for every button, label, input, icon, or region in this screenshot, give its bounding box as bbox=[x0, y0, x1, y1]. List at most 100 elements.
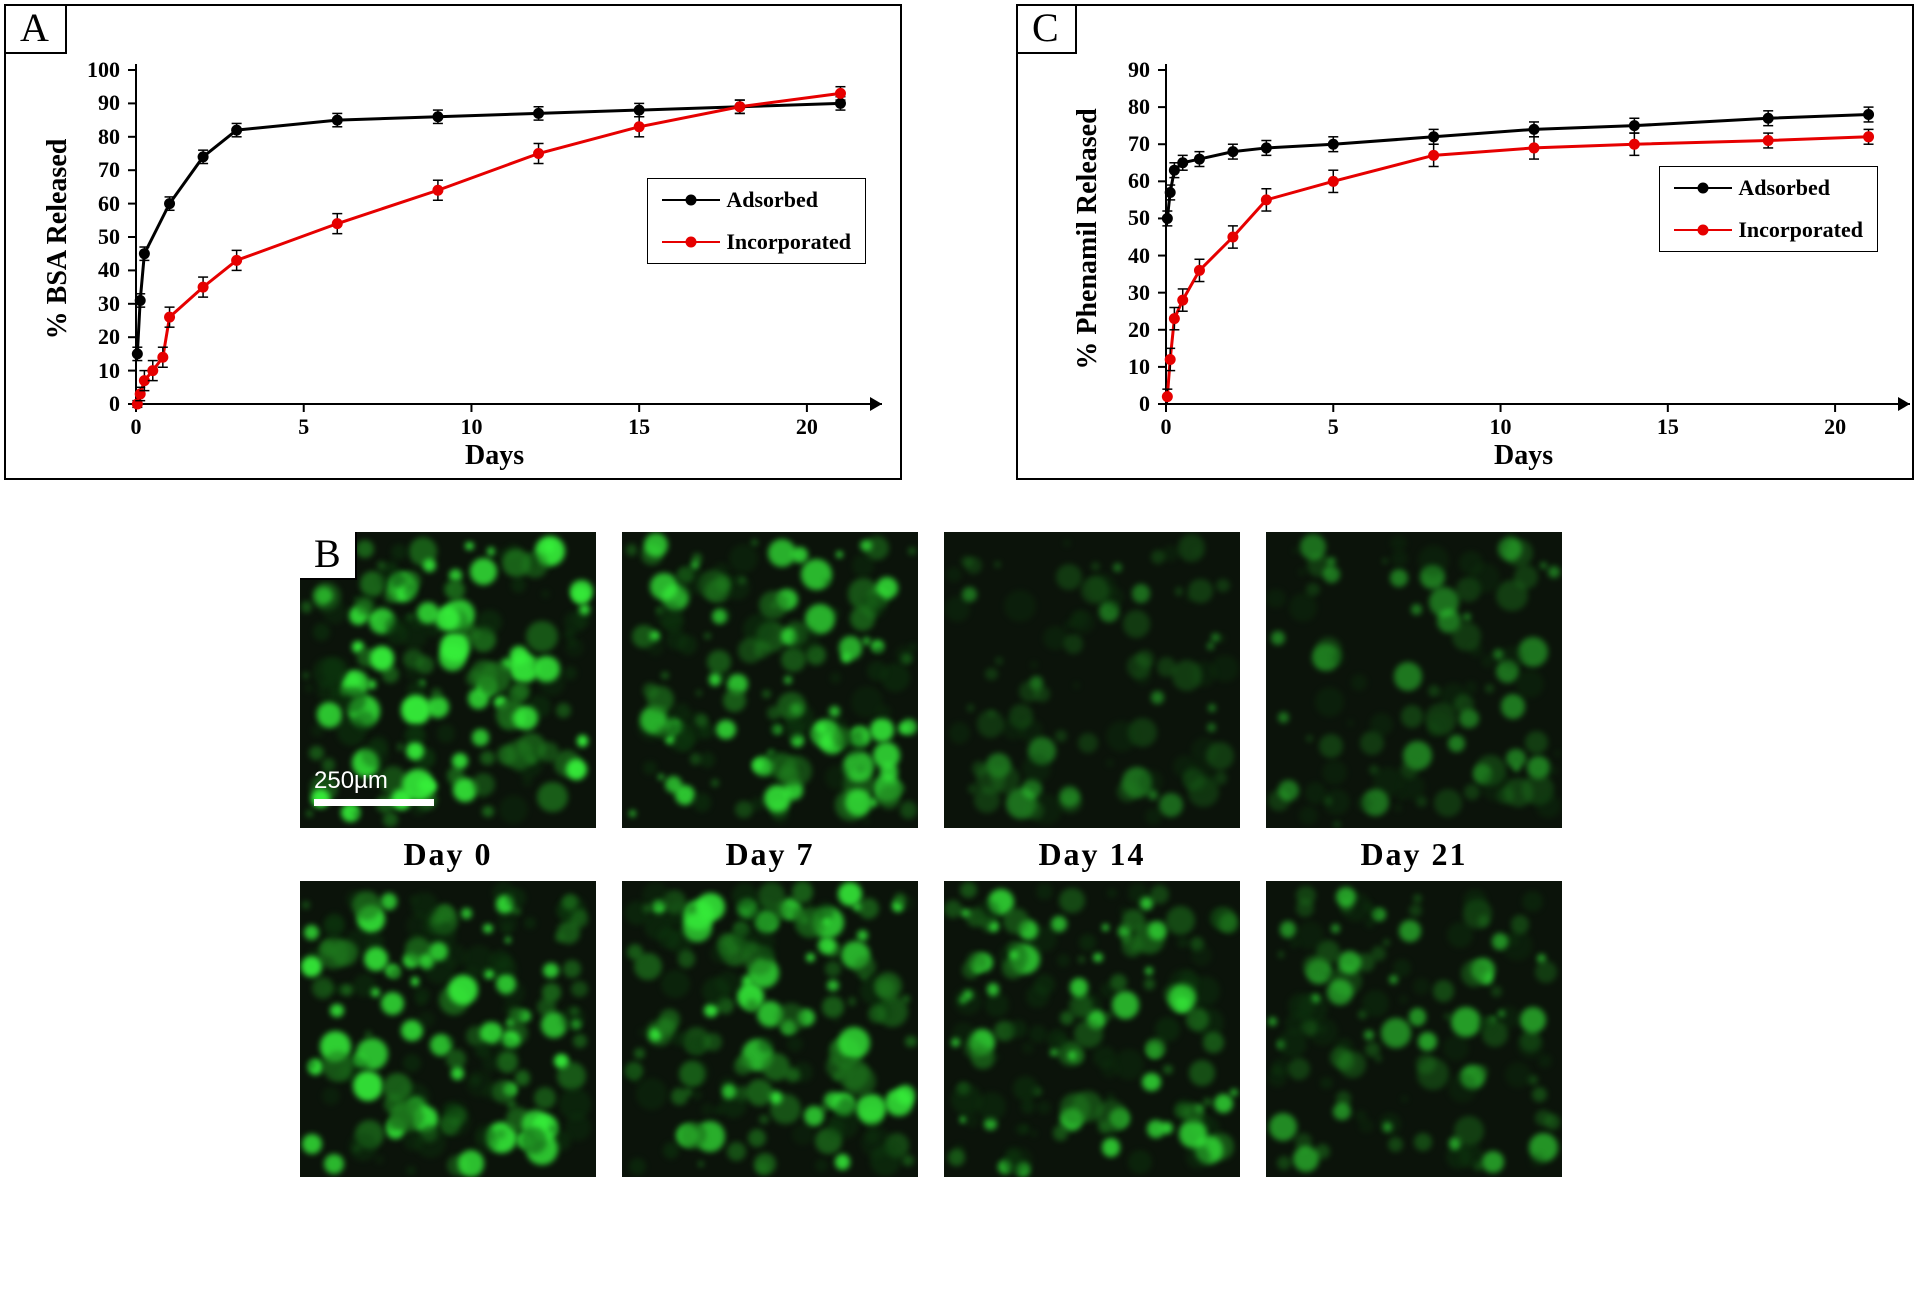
fluorescence-blob bbox=[1278, 951, 1285, 958]
series-marker bbox=[1227, 146, 1238, 157]
fluorescence-blob bbox=[368, 680, 376, 688]
fluorescence-blob bbox=[1078, 956, 1085, 963]
fluorescence-blob bbox=[857, 766, 864, 773]
fluorescence-blob bbox=[768, 539, 796, 567]
fluorescence-blob bbox=[1037, 1101, 1051, 1115]
micrograph-row bbox=[300, 881, 1562, 1177]
fluorescence-blob bbox=[636, 1078, 667, 1109]
fluorescence-blob bbox=[1208, 704, 1216, 712]
fluorescence-blob bbox=[634, 1048, 645, 1059]
fluorescence-blob bbox=[331, 940, 357, 966]
fluorescence-blob bbox=[946, 567, 961, 582]
fluorescence-blob bbox=[961, 909, 969, 917]
fluorescence-blob bbox=[383, 1073, 412, 1102]
fluorescence-blob bbox=[480, 751, 494, 765]
fluorescence-blob bbox=[764, 785, 791, 812]
fluorescence-blob bbox=[1216, 579, 1230, 593]
fluorescence-blob bbox=[1413, 978, 1430, 995]
fluorescence-blob bbox=[301, 956, 322, 977]
series-marker bbox=[1629, 139, 1640, 150]
fluorescence-blob bbox=[1074, 1020, 1102, 1048]
fluorescence-blob bbox=[1388, 1137, 1403, 1152]
fluorescence-blob bbox=[770, 723, 782, 735]
fluorescence-blob bbox=[836, 551, 843, 558]
fluorescence-blob bbox=[751, 539, 758, 546]
fluorescence-blob bbox=[1434, 789, 1462, 817]
micrograph-cell bbox=[622, 532, 918, 828]
fluorescence-blob bbox=[1364, 1030, 1374, 1040]
fluorescence-blob bbox=[1520, 1007, 1546, 1033]
legend-line-icon bbox=[662, 241, 720, 243]
fluorescence-blob bbox=[556, 703, 571, 718]
fluorescence-blob bbox=[1504, 778, 1533, 807]
fluorescence-blob bbox=[1107, 888, 1118, 899]
legend-label: Incorporated bbox=[1738, 217, 1863, 243]
fluorescence-blob bbox=[874, 972, 902, 1000]
fluorescence-blob bbox=[1163, 1065, 1173, 1075]
fluorescence-blob bbox=[524, 917, 537, 930]
fluorescence-blob bbox=[1078, 733, 1098, 753]
fluorescence-blob bbox=[1514, 565, 1537, 588]
fluorescence-blob bbox=[1211, 633, 1220, 642]
day-label: Day 21 bbox=[1266, 836, 1562, 873]
fluorescence-blob bbox=[1545, 1114, 1560, 1129]
series-marker bbox=[1629, 120, 1640, 131]
fluorescence-blob bbox=[411, 977, 420, 986]
fluorescence-blob bbox=[497, 1051, 519, 1073]
fluorescence-blob bbox=[1266, 589, 1286, 609]
fluorescence-blob bbox=[389, 967, 401, 979]
fluorescence-blob bbox=[792, 881, 813, 902]
fluorescence-blob bbox=[735, 899, 757, 921]
fluorescence-blob bbox=[967, 704, 975, 712]
fluorescence-blob bbox=[1298, 568, 1306, 576]
fluorescence-blob bbox=[804, 1106, 824, 1126]
series-marker bbox=[164, 312, 175, 323]
fluorescence-blob bbox=[1114, 1049, 1144, 1079]
fluorescence-blob bbox=[384, 589, 398, 603]
fluorescence-blob bbox=[848, 997, 856, 1005]
series-marker bbox=[1863, 109, 1874, 120]
fluorescence-blob bbox=[908, 547, 916, 555]
fluorescence-blob bbox=[353, 811, 359, 817]
fluorescence-blob bbox=[1175, 587, 1183, 595]
fluorescence-blob bbox=[391, 544, 407, 560]
fluorescence-blob bbox=[1178, 534, 1205, 561]
fluorescence-blob bbox=[470, 558, 497, 585]
fluorescence-blob bbox=[381, 992, 405, 1016]
fluorescence-blob bbox=[1399, 995, 1408, 1004]
fluorescence-blob bbox=[309, 746, 323, 760]
fluorescence-blob bbox=[870, 1145, 901, 1176]
fluorescence-blob bbox=[1069, 994, 1093, 1018]
fluorescence-blob bbox=[1418, 545, 1449, 576]
fluorescence-blob bbox=[1117, 781, 1138, 802]
fluorescence-blob bbox=[900, 801, 918, 819]
fluorescence-blob bbox=[1339, 1051, 1366, 1078]
fluorescence-blob bbox=[1347, 719, 1354, 726]
fluorescence-blob bbox=[827, 1118, 846, 1137]
fluorescence-blob bbox=[1059, 888, 1084, 913]
fluorescence-blob bbox=[537, 782, 568, 813]
fluorescence-blob bbox=[1026, 985, 1049, 1008]
fluorescence-blob bbox=[1106, 721, 1137, 752]
fluorescence-blob bbox=[447, 1037, 455, 1045]
fluorescence-blob bbox=[1465, 681, 1477, 693]
fluorescence-blob bbox=[825, 765, 850, 790]
fluorescence-blob bbox=[521, 1127, 547, 1153]
fluorescence-blob bbox=[770, 753, 796, 779]
fluorescence-blob bbox=[323, 916, 345, 938]
fluorescence-blob bbox=[1159, 793, 1183, 817]
fluorescence-blob bbox=[1372, 909, 1381, 918]
legend-line-icon bbox=[1674, 187, 1732, 189]
fluorescence-blob bbox=[1390, 569, 1408, 587]
fluorescence-blob bbox=[1288, 1058, 1310, 1080]
fluorescence-blob bbox=[434, 915, 443, 924]
fluorescence-blob bbox=[722, 1084, 736, 1098]
fluorescence-blob bbox=[1482, 1151, 1504, 1173]
fluorescence-blob bbox=[647, 686, 674, 713]
fluorescence-blob bbox=[791, 626, 819, 654]
series-marker bbox=[1169, 313, 1180, 324]
fluorescence-blob bbox=[416, 656, 434, 674]
series-marker bbox=[1162, 213, 1173, 224]
fluorescence-blob bbox=[1554, 750, 1561, 757]
fluorescence-blob bbox=[1498, 537, 1522, 561]
